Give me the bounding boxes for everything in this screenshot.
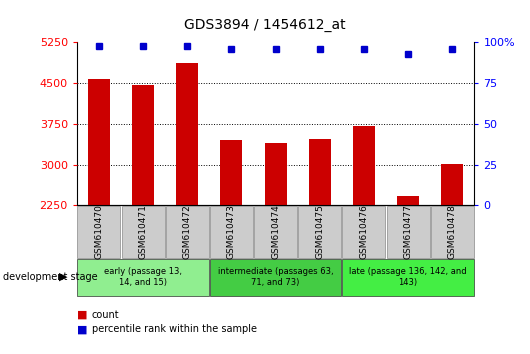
Text: GSM610473: GSM610473 bbox=[227, 204, 236, 259]
Text: GSM610470: GSM610470 bbox=[94, 204, 103, 259]
Bar bbox=[132, 85, 154, 327]
Bar bbox=[441, 164, 463, 327]
Text: ■: ■ bbox=[77, 324, 87, 334]
Text: GSM610471: GSM610471 bbox=[139, 204, 147, 259]
Text: intermediate (passages 63,
71, and 73): intermediate (passages 63, 71, and 73) bbox=[218, 267, 333, 287]
Text: GSM610478: GSM610478 bbox=[448, 204, 457, 259]
Text: percentile rank within the sample: percentile rank within the sample bbox=[92, 324, 257, 334]
Bar bbox=[176, 63, 198, 327]
Text: count: count bbox=[92, 310, 119, 320]
Text: ▶: ▶ bbox=[59, 272, 68, 282]
Bar bbox=[397, 195, 419, 327]
Text: ■: ■ bbox=[77, 310, 87, 320]
Bar bbox=[220, 140, 243, 327]
Text: GSM610477: GSM610477 bbox=[404, 204, 412, 259]
Text: GSM610472: GSM610472 bbox=[183, 205, 192, 259]
Text: GSM610475: GSM610475 bbox=[315, 204, 324, 259]
Text: GSM610476: GSM610476 bbox=[359, 204, 368, 259]
Bar bbox=[264, 143, 287, 327]
Bar bbox=[88, 79, 110, 327]
Text: early (passage 13,
14, and 15): early (passage 13, 14, and 15) bbox=[104, 267, 182, 287]
Bar bbox=[353, 126, 375, 327]
Text: GSM610474: GSM610474 bbox=[271, 205, 280, 259]
Bar bbox=[308, 138, 331, 327]
Text: development stage: development stage bbox=[3, 272, 98, 282]
Text: late (passage 136, 142, and
143): late (passage 136, 142, and 143) bbox=[349, 267, 467, 287]
Text: GDS3894 / 1454612_at: GDS3894 / 1454612_at bbox=[184, 18, 346, 32]
